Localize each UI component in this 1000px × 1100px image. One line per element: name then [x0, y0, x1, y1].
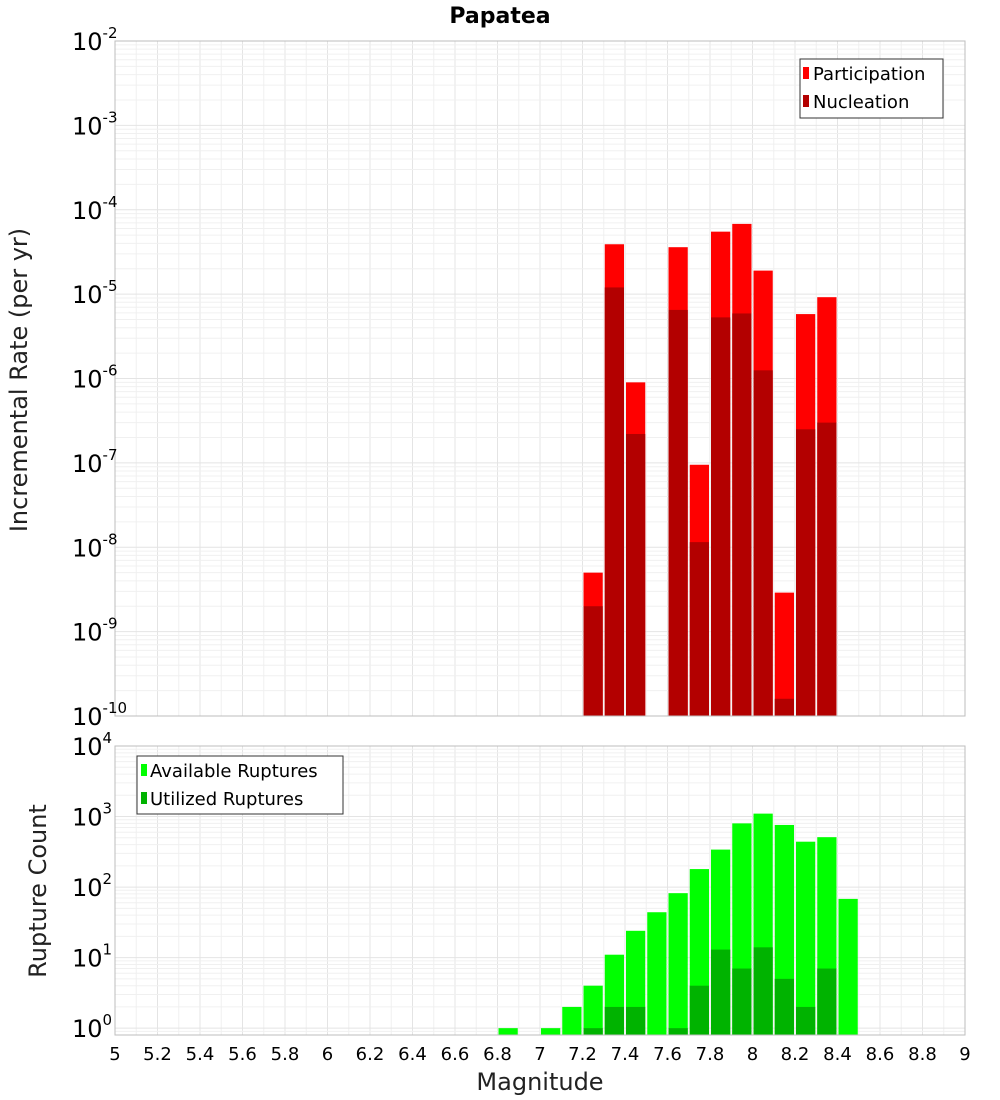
legend-label-utilized: Utilized Ruptures: [150, 789, 303, 810]
x-tick-label: 5: [109, 1044, 120, 1065]
count-bar-available-ruptures: [668, 893, 688, 1035]
x-tick-label: 5.6: [228, 1044, 257, 1065]
count-bar-available-ruptures: [541, 1028, 561, 1035]
legend-swatch-utilized: [141, 792, 147, 804]
x-tick-label: 7.6: [653, 1044, 682, 1065]
legend-swatch-participation: [803, 67, 809, 79]
x-tick-label: 6: [322, 1044, 333, 1065]
x-tick-label: 8.2: [781, 1044, 810, 1065]
legend-label-participation: Participation: [813, 64, 925, 85]
y-tick-label: 103: [72, 800, 112, 832]
y-tick-label: 101: [72, 941, 112, 973]
rate-bar-participation: [774, 592, 794, 716]
rate-bar-nucleation: [668, 309, 688, 716]
rates-panel: 10-10 10-9 10-8 10-7 10-6 10-5 10-4 10-3 10-2 In…: [5, 24, 966, 731]
count-bar-utilized-ruptures: [626, 1006, 646, 1035]
x-tick-label: 7: [534, 1044, 545, 1065]
x-tick-label: 8.8: [908, 1044, 937, 1065]
y-tick-label: 104: [72, 729, 112, 761]
count-bar-utilized-ruptures: [774, 978, 794, 1035]
counts-legend-box: [136, 755, 344, 815]
counts-panel: 100 101 102 103 104 5 5.2 5.4 5.6 5.8 6 6.2 6.4 6.6 6…: [24, 729, 971, 1096]
count-bar-utilized-ruptures: [796, 1006, 816, 1035]
x-tick-label: 5.8: [271, 1044, 300, 1065]
rate-bar-nucleation: [604, 287, 624, 716]
y-tick-label: 10-8: [72, 530, 118, 562]
x-tick-label: 7.4: [611, 1044, 640, 1065]
count-bar-utilized-ruptures: [583, 1028, 603, 1035]
rates-legend-box: [799, 58, 944, 119]
legend-swatch-nucleation: [803, 95, 809, 107]
count-bar-available-ruptures: [498, 1028, 518, 1035]
x-tick-label: 6.4: [398, 1044, 427, 1065]
counts-legend: Available Ruptures Utilized Ruptures: [136, 755, 344, 815]
y-tick-label: 10-9: [72, 615, 118, 647]
y-tick-label: 10-5: [72, 277, 118, 309]
count-bar-utilized-ruptures: [732, 968, 752, 1035]
x-tick-label: 9: [959, 1044, 970, 1065]
counts-y-tick-labels: 100 101 102 103 104: [72, 729, 112, 1043]
x-tick-label: 6.8: [483, 1044, 512, 1065]
y-tick-label: 10-10: [72, 699, 127, 731]
chart-title: Papatea: [449, 4, 550, 29]
x-tick-label: 8.4: [823, 1044, 852, 1065]
rate-bar-nucleation: [626, 433, 646, 716]
rates-legend: Participation Nucleation: [799, 58, 944, 119]
count-bar-available-ruptures: [562, 1006, 582, 1035]
rate-bar-nucleation: [817, 422, 837, 716]
count-bar-available-ruptures: [796, 841, 816, 1035]
count-bar-utilized-ruptures: [689, 985, 709, 1035]
y-tick-label: 10-7: [72, 446, 118, 478]
count-bar-available-ruptures: [583, 985, 603, 1035]
rate-bar-nucleation: [774, 698, 794, 716]
x-tick-label: 7.8: [696, 1044, 725, 1065]
y-tick-label: 10-6: [72, 362, 118, 394]
y-tick-label: 102: [72, 870, 112, 902]
rate-bar-nucleation: [732, 313, 752, 716]
rates-y-tick-labels: 10-10 10-9 10-8 10-7 10-6 10-5 10-4 10-3 10-2: [72, 24, 127, 731]
counts-plot-frame: [114, 745, 966, 1036]
y-tick-label: 10-4: [72, 193, 118, 225]
rate-bar-nucleation: [689, 542, 709, 716]
x-tick-label: 7.2: [568, 1044, 597, 1065]
x-tick-label: 6.6: [441, 1044, 470, 1065]
rates-plot-frame: [114, 40, 966, 717]
x-tick-label: 8: [747, 1044, 758, 1065]
count-bar-utilized-ruptures: [817, 968, 837, 1035]
rates-grid: [114, 40, 966, 717]
x-tick-label: 6.2: [356, 1044, 385, 1065]
count-bar-utilized-ruptures: [753, 947, 773, 1035]
y-tick-label: 10-2: [72, 24, 118, 56]
y-tick-label: 100: [72, 1011, 112, 1043]
rates-bars: [583, 223, 837, 717]
x-tick-label: 5.4: [186, 1044, 215, 1065]
rate-bar-nucleation: [583, 606, 603, 716]
count-bar-utilized-ruptures: [604, 1006, 624, 1035]
count-bar-available-ruptures: [647, 912, 667, 1035]
count-bar-utilized-ruptures: [668, 1028, 688, 1035]
x-tick-labels: 5 5.2 5.4 5.6 5.8 6 6.2 6.4 6.6 6.8 7 7.2 7.4 7.6 7.8 8…: [109, 1044, 970, 1065]
legend-label-available: Available Ruptures: [150, 761, 318, 782]
rate-bar-nucleation: [711, 317, 731, 716]
x-tick-label: 5.2: [143, 1044, 172, 1065]
count-bar-utilized-ruptures: [711, 949, 731, 1035]
legend-swatch-available: [141, 764, 147, 776]
legend-label-nucleation: Nucleation: [813, 92, 909, 113]
x-axis-label: Magnitude: [476, 1068, 603, 1096]
x-tick-label: 8.6: [866, 1044, 895, 1065]
count-bar-available-ruptures: [838, 898, 858, 1035]
rate-bar-nucleation: [796, 429, 816, 716]
counts-bars: [498, 813, 858, 1035]
counts-y-axis-label: Rupture Count: [24, 804, 52, 978]
y-tick-label: 10-3: [72, 108, 118, 140]
rate-bar-nucleation: [753, 370, 773, 716]
rates-y-axis-label: Incremental Rate (per yr): [5, 228, 33, 532]
